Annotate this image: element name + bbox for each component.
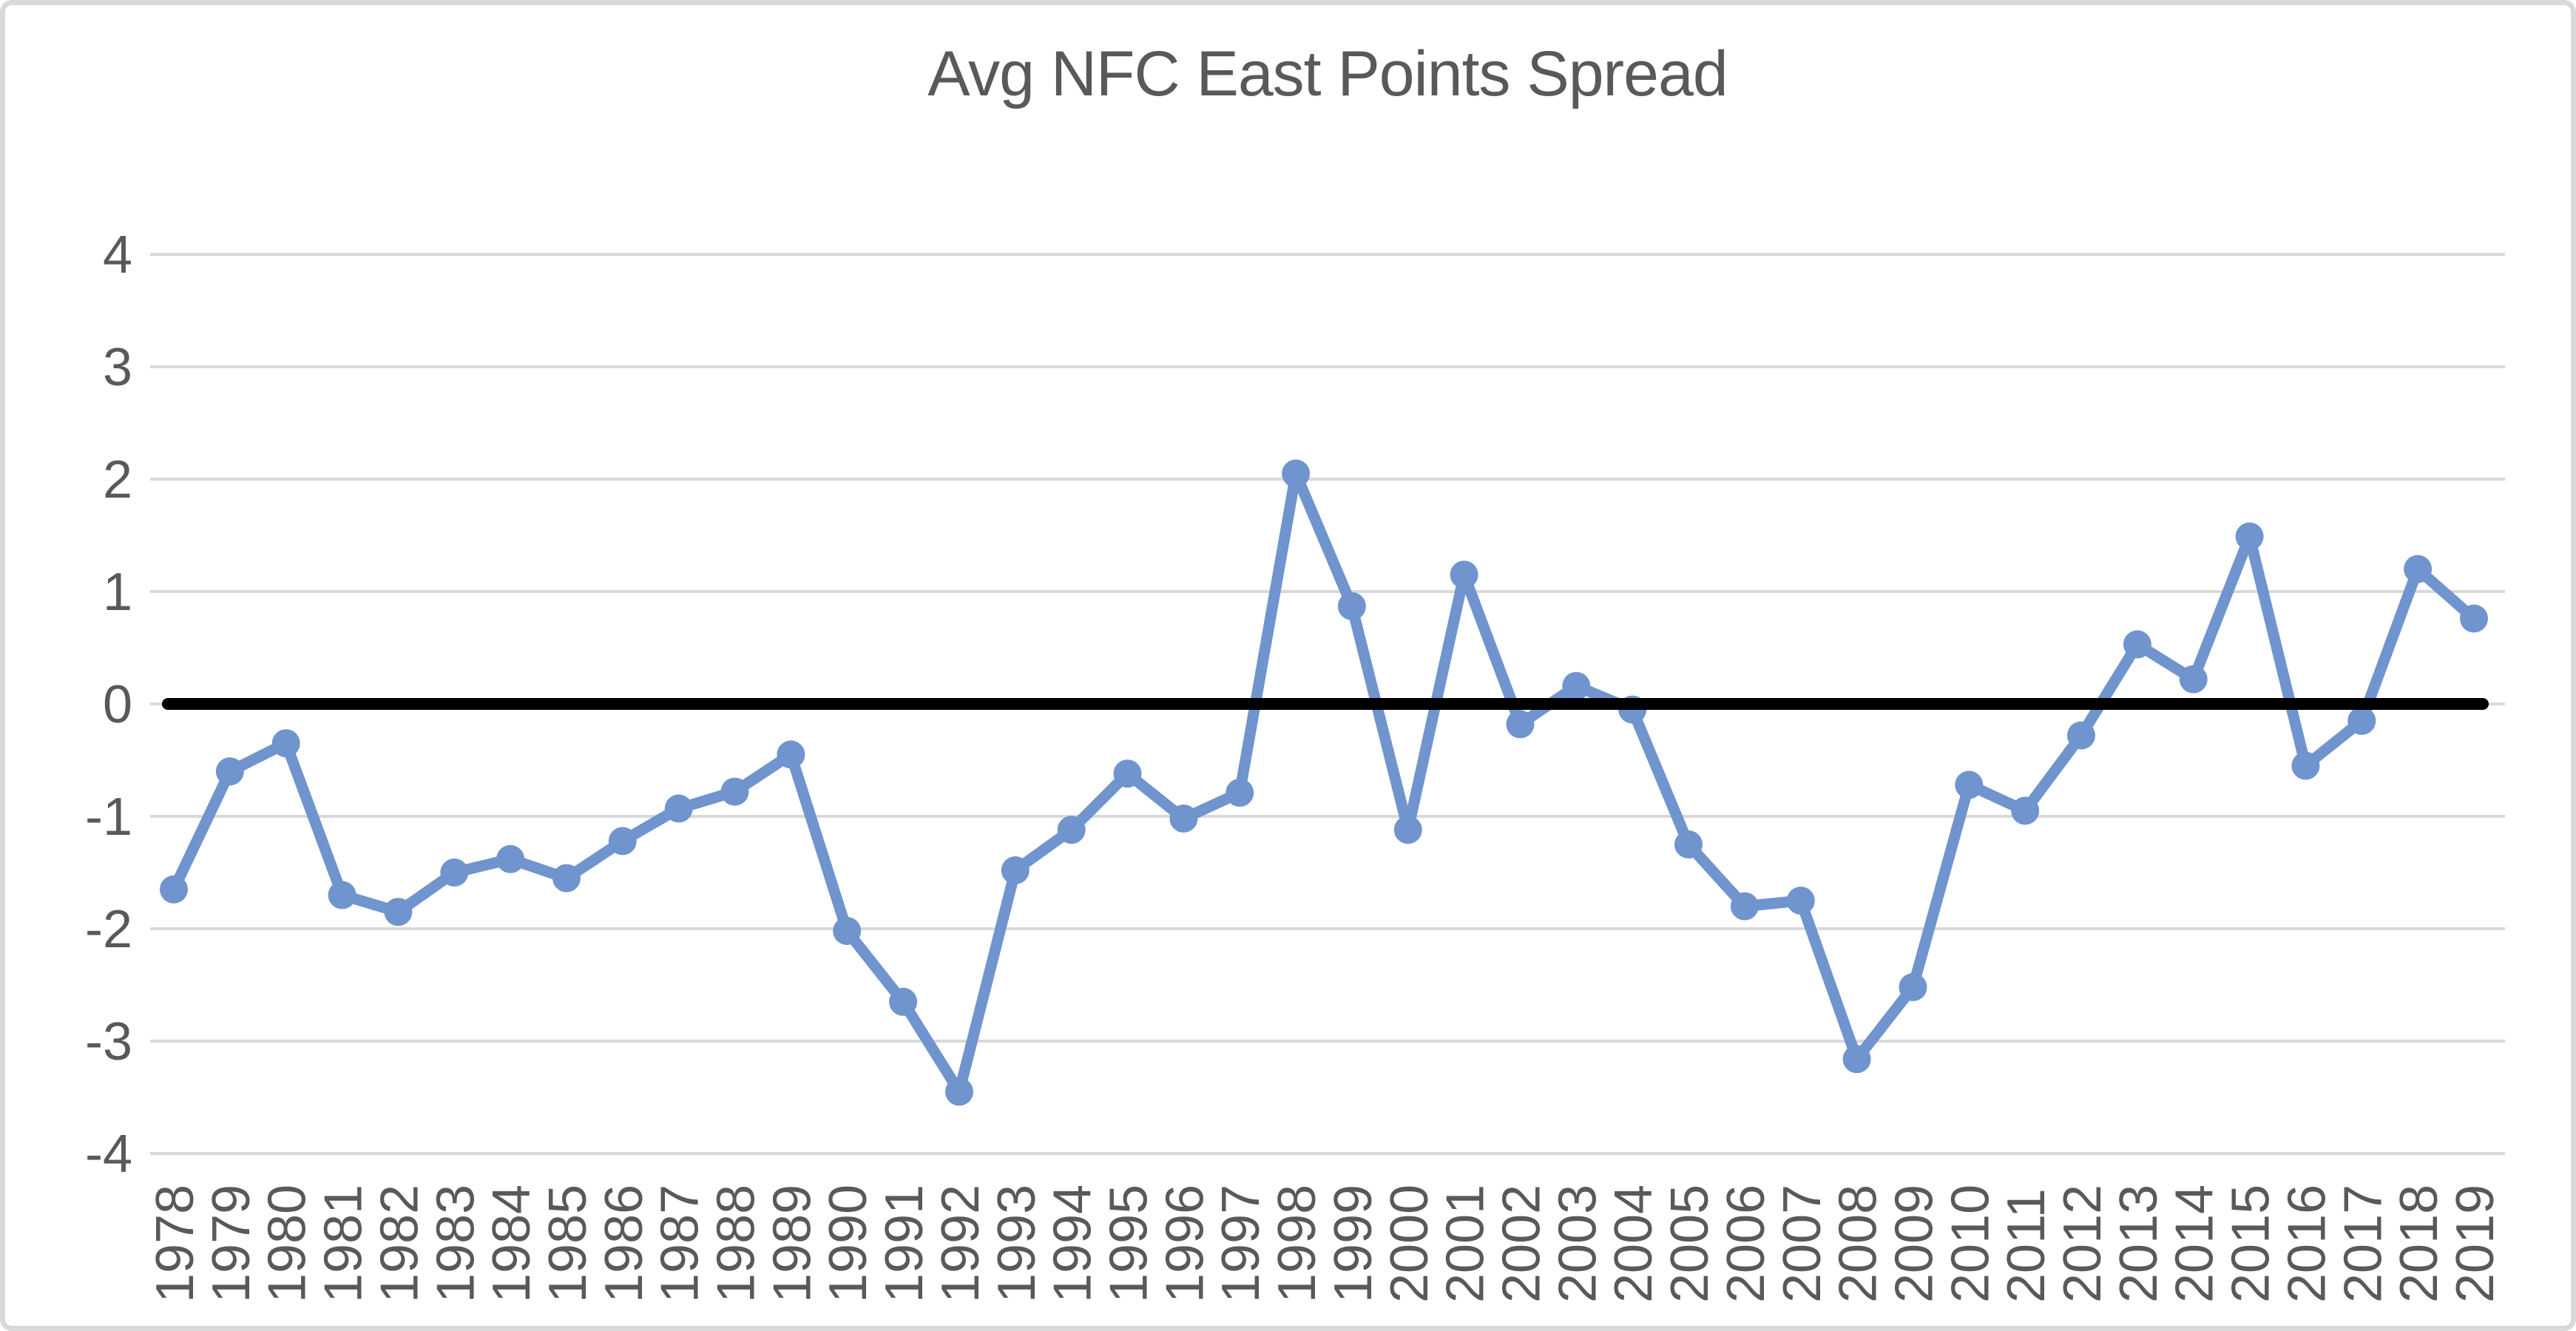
y-tick-label: 0 <box>103 675 132 734</box>
data-point-1995 <box>1113 759 1142 788</box>
x-tick-label: 2006 <box>1717 1185 1776 1303</box>
data-point-1983 <box>440 858 469 887</box>
x-tick-label: 1999 <box>1324 1185 1383 1303</box>
x-tick-label: 1996 <box>1155 1185 1214 1303</box>
data-point-1991 <box>889 987 918 1016</box>
y-tick-label: 4 <box>103 226 132 285</box>
data-point-1982 <box>384 898 413 927</box>
x-tick-label: 2018 <box>2390 1185 2449 1303</box>
x-tick-label: 2001 <box>1436 1185 1495 1303</box>
data-point-1984 <box>496 844 525 873</box>
data-point-1990 <box>833 917 862 945</box>
data-point-1987 <box>664 794 693 823</box>
plot-area: 43210-1-2-3-4197819791980198119821983198… <box>85 226 2505 1303</box>
x-tick-label: 1987 <box>651 1185 710 1303</box>
x-tick-label: 2017 <box>2333 1185 2393 1303</box>
x-tick-label: 2012 <box>2053 1185 2112 1303</box>
data-point-1979 <box>215 757 244 786</box>
data-point-2007 <box>1786 887 1815 915</box>
data-point-2014 <box>2179 665 2208 694</box>
data-point-2016 <box>2291 751 2320 780</box>
x-tick-label: 2014 <box>2166 1185 2225 1303</box>
data-point-2017 <box>2347 706 2376 735</box>
data-point-1980 <box>271 729 300 758</box>
data-point-1992 <box>945 1077 973 1106</box>
data-point-2010 <box>1955 771 1984 799</box>
x-tick-label: 2003 <box>1548 1185 1607 1303</box>
data-point-2008 <box>1842 1045 1871 1074</box>
x-tick-label: 1995 <box>1100 1185 1159 1303</box>
x-tick-label: 1992 <box>931 1185 990 1303</box>
x-tick-label: 2009 <box>1884 1185 1944 1303</box>
x-tick-label: 1981 <box>314 1185 373 1303</box>
data-point-1998 <box>1282 459 1311 488</box>
data-point-2018 <box>2404 555 2433 583</box>
x-tick-label: 2010 <box>1941 1185 2000 1303</box>
data-point-1986 <box>608 827 637 856</box>
x-tick-label: 2013 <box>2109 1185 2168 1303</box>
data-point-2002 <box>1506 710 1535 739</box>
y-tick-label: 2 <box>103 450 132 509</box>
data-point-1999 <box>1337 592 1366 620</box>
data-point-1988 <box>720 777 749 806</box>
x-tick-label: 2016 <box>2277 1185 2336 1303</box>
data-point-2006 <box>1730 892 1759 921</box>
x-tick-label: 1989 <box>763 1185 822 1303</box>
data-point-1996 <box>1169 805 1198 833</box>
x-tick-label: 1979 <box>202 1185 261 1303</box>
data-point-1989 <box>777 740 805 769</box>
y-tick-label: -2 <box>85 900 132 959</box>
x-tick-label: 1982 <box>370 1185 429 1303</box>
x-tick-label: 2005 <box>1660 1185 1720 1303</box>
y-tick-label: 3 <box>103 338 132 397</box>
data-point-2000 <box>1393 816 1422 844</box>
x-tick-label: 2008 <box>1829 1185 1888 1303</box>
x-tick-label: 2002 <box>1492 1185 1551 1303</box>
x-tick-label: 2011 <box>1997 1188 2056 1303</box>
x-tick-label: 1993 <box>987 1185 1047 1303</box>
data-point-1997 <box>1226 779 1254 807</box>
data-point-1981 <box>328 881 356 910</box>
x-tick-label: 2015 <box>2222 1185 2281 1303</box>
x-tick-label: 2004 <box>1604 1185 1663 1303</box>
data-point-2013 <box>2123 630 2151 659</box>
data-point-1994 <box>1057 816 1086 844</box>
x-tick-label: 1997 <box>1211 1185 1271 1303</box>
x-tick-label: 2000 <box>1380 1185 1439 1303</box>
data-point-1978 <box>160 875 188 904</box>
x-tick-label: 2007 <box>1773 1185 1832 1303</box>
data-point-1993 <box>1001 856 1030 884</box>
x-tick-label: 1990 <box>819 1185 878 1303</box>
data-point-2005 <box>1674 830 1703 858</box>
x-tick-label: 1980 <box>258 1185 317 1303</box>
x-tick-label: 1986 <box>595 1185 654 1303</box>
y-tick-label: -4 <box>85 1125 132 1184</box>
x-tick-label: 1985 <box>538 1185 598 1303</box>
data-point-2001 <box>1450 560 1478 589</box>
data-point-1985 <box>552 864 581 893</box>
y-tick-label: -1 <box>85 788 132 847</box>
data-point-2019 <box>2460 604 2488 633</box>
x-tick-label: 1994 <box>1044 1185 1103 1303</box>
data-point-2011 <box>2011 796 2040 825</box>
x-tick-label: 1988 <box>707 1185 766 1303</box>
data-point-2012 <box>2067 721 2095 750</box>
x-tick-label: 1998 <box>1268 1185 1327 1303</box>
series-line <box>168 467 2480 1097</box>
data-point-2015 <box>2235 522 2264 551</box>
y-tick-label: -3 <box>85 1012 132 1071</box>
x-tick-label: 1978 <box>146 1185 205 1303</box>
x-tick-label: 1984 <box>482 1185 541 1303</box>
chart-title: Avg NFC East Points Spread <box>927 38 1728 109</box>
x-tick-label: 1991 <box>875 1185 934 1303</box>
x-tick-label: 1983 <box>426 1185 485 1303</box>
x-tick-label: 2019 <box>2446 1185 2505 1303</box>
data-point-2009 <box>1899 973 1927 1001</box>
data-point-2003 <box>1562 671 1591 700</box>
y-tick-label: 1 <box>103 563 132 622</box>
